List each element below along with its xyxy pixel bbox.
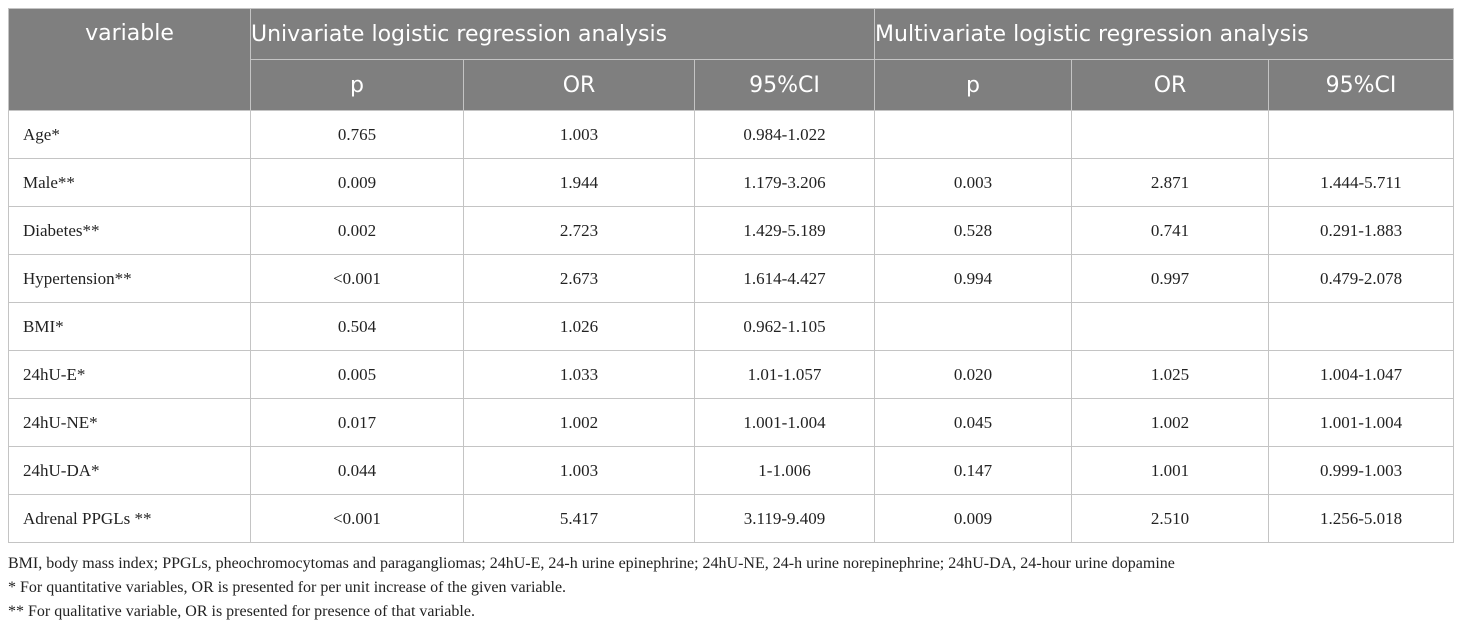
- table-row: Age* 0.765 1.003 0.984-1.022: [8, 110, 1455, 159]
- cell-multi-p: 0.045: [874, 398, 1073, 447]
- cell-multi-or: 1.025: [1071, 350, 1270, 399]
- header-uni-or: OR: [463, 59, 695, 111]
- cell-uni-p: 0.504: [250, 302, 464, 351]
- header-row-subcolumns: p OR 95%CI p OR 95%CI: [9, 59, 1455, 111]
- row-label: 24hU-DA*: [8, 446, 251, 495]
- table-row: 24hU-DA* 0.044 1.003 1-1.006 0.147 1.001 0.999…: [8, 446, 1455, 495]
- cell-multi-ci: 0.291-1.883: [1268, 206, 1455, 255]
- cell-multi-ci: 1.001-1.004: [1268, 398, 1455, 447]
- cell-uni-or: 1.002: [463, 398, 695, 447]
- header-univariate: Univariate logistic regression analysis: [249, 8, 876, 60]
- cell-multi-or: [1071, 302, 1270, 351]
- row-label: Hypertension**: [8, 254, 251, 303]
- cell-multi-p: 0.528: [874, 206, 1073, 255]
- header-multi-p: p: [874, 59, 1073, 111]
- cell-uni-or: 5.417: [463, 494, 695, 543]
- cell-multi-or: 1.001: [1071, 446, 1270, 495]
- table-row: Male** 0.009 1.944 1.179-3.206 0.003 2.871 1.4…: [8, 158, 1455, 207]
- cell-uni-p: 0.005: [250, 350, 464, 399]
- footnote-qualitative: ** For qualitative variable, OR is prese…: [8, 603, 475, 620]
- cell-multi-or: 2.510: [1071, 494, 1270, 543]
- header-row-groups: variable Univariate logistic regression …: [8, 8, 1455, 111]
- cell-multi-p: 0.020: [874, 350, 1073, 399]
- cell-uni-p: 0.044: [250, 446, 464, 495]
- row-label: Adrenal PPGLs **: [8, 494, 251, 543]
- cell-multi-p: [874, 302, 1073, 351]
- cell-multi-p: 0.009: [874, 494, 1073, 543]
- cell-multi-p: [874, 110, 1073, 159]
- header-multivariate: Multivariate logistic regression analysi…: [874, 8, 1455, 60]
- cell-multi-ci: 1.444-5.711: [1268, 158, 1455, 207]
- table-row: Diabetes** 0.002 2.723 1.429-5.189 0.528 0.74…: [8, 206, 1455, 255]
- row-label: 24hU-E*: [8, 350, 251, 399]
- cell-multi-ci: 1.256-5.018: [1268, 494, 1455, 543]
- cell-uni-or: 1.003: [463, 446, 695, 495]
- table-row: Adrenal PPGLs ** <0.001 5.417 3.119-9.409 0.…: [8, 494, 1455, 543]
- cell-multi-p: 0.994: [874, 254, 1073, 303]
- cell-multi-ci: 1.004-1.047: [1268, 350, 1455, 399]
- cell-uni-or: 2.723: [463, 206, 695, 255]
- row-label: BMI*: [8, 302, 251, 351]
- cell-uni-ci: 1.001-1.004: [693, 398, 876, 447]
- cell-uni-p: 0.002: [250, 206, 464, 255]
- cell-uni-p: <0.001: [250, 254, 464, 303]
- header-uni-ci: 95%CI: [693, 59, 876, 111]
- table-row: Hypertension** <0.001 2.673 1.614-4.427 0.99…: [8, 254, 1455, 303]
- cell-multi-p: 0.003: [874, 158, 1073, 207]
- header-uni-p: p: [250, 59, 464, 111]
- table-header: variable Univariate logistic regression …: [8, 8, 1455, 111]
- cell-uni-ci: 1.01-1.057: [693, 350, 876, 399]
- cell-uni-ci: 1.179-3.206: [693, 158, 876, 207]
- cell-uni-or: 2.673: [463, 254, 695, 303]
- row-label: Male**: [8, 158, 251, 207]
- cell-multi-p: 0.147: [874, 446, 1073, 495]
- cell-uni-ci: 0.984-1.022: [693, 110, 876, 159]
- cell-uni-p: 0.765: [250, 110, 464, 159]
- header-multi-or: OR: [1071, 59, 1270, 111]
- cell-multi-or: 0.741: [1071, 206, 1270, 255]
- cell-uni-ci: 1.429-5.189: [693, 206, 876, 255]
- table-footnotes: BMI, body mass index; PPGLs, pheochromoc…: [8, 552, 1453, 624]
- cell-multi-or: [1071, 110, 1270, 159]
- table-row: 24hU-E* 0.005 1.033 1.01-1.057 0.020 1.025 1.0…: [8, 350, 1455, 399]
- cell-uni-ci: 1-1.006: [693, 446, 876, 495]
- cell-multi-or: 1.002: [1071, 398, 1270, 447]
- cell-uni-or: 1.944: [463, 158, 695, 207]
- cell-uni-p: 0.017: [250, 398, 464, 447]
- cell-uni-ci: 0.962-1.105: [693, 302, 876, 351]
- cell-uni-p: <0.001: [250, 494, 464, 543]
- header-multi-ci: 95%CI: [1268, 59, 1455, 111]
- cell-multi-ci: 0.479-2.078: [1268, 254, 1455, 303]
- footnote-abbreviations: BMI, body mass index; PPGLs, pheochromoc…: [8, 555, 1175, 572]
- cell-multi-ci: [1268, 302, 1455, 351]
- cell-uni-or: 1.003: [463, 110, 695, 159]
- header-variable: variable: [8, 8, 251, 111]
- cell-uni-or: 1.026: [463, 302, 695, 351]
- row-label: 24hU-NE*: [8, 398, 251, 447]
- cell-multi-or: 0.997: [1071, 254, 1270, 303]
- table-row: 24hU-NE* 0.017 1.002 1.001-1.004 0.045 1.002 1…: [8, 398, 1455, 447]
- cell-uni-ci: 3.119-9.409: [693, 494, 876, 543]
- cell-multi-ci: [1268, 110, 1455, 159]
- row-label: Age*: [8, 110, 251, 159]
- regression-table: variable Univariate logistic regression …: [8, 8, 1455, 543]
- cell-uni-or: 1.033: [463, 350, 695, 399]
- cell-uni-p: 0.009: [250, 158, 464, 207]
- cell-uni-ci: 1.614-4.427: [693, 254, 876, 303]
- table-row: BMI* 0.504 1.026 0.962-1.105: [8, 302, 1455, 351]
- cell-multi-or: 2.871: [1071, 158, 1270, 207]
- row-label: Diabetes**: [8, 206, 251, 255]
- footnote-quantitative: * For quantitative variables, OR is pres…: [8, 579, 567, 596]
- cell-multi-ci: 0.999-1.003: [1268, 446, 1455, 495]
- table-body: Age* 0.765 1.003 0.984-1.022 Male** 0.009 1.94…: [8, 110, 1455, 543]
